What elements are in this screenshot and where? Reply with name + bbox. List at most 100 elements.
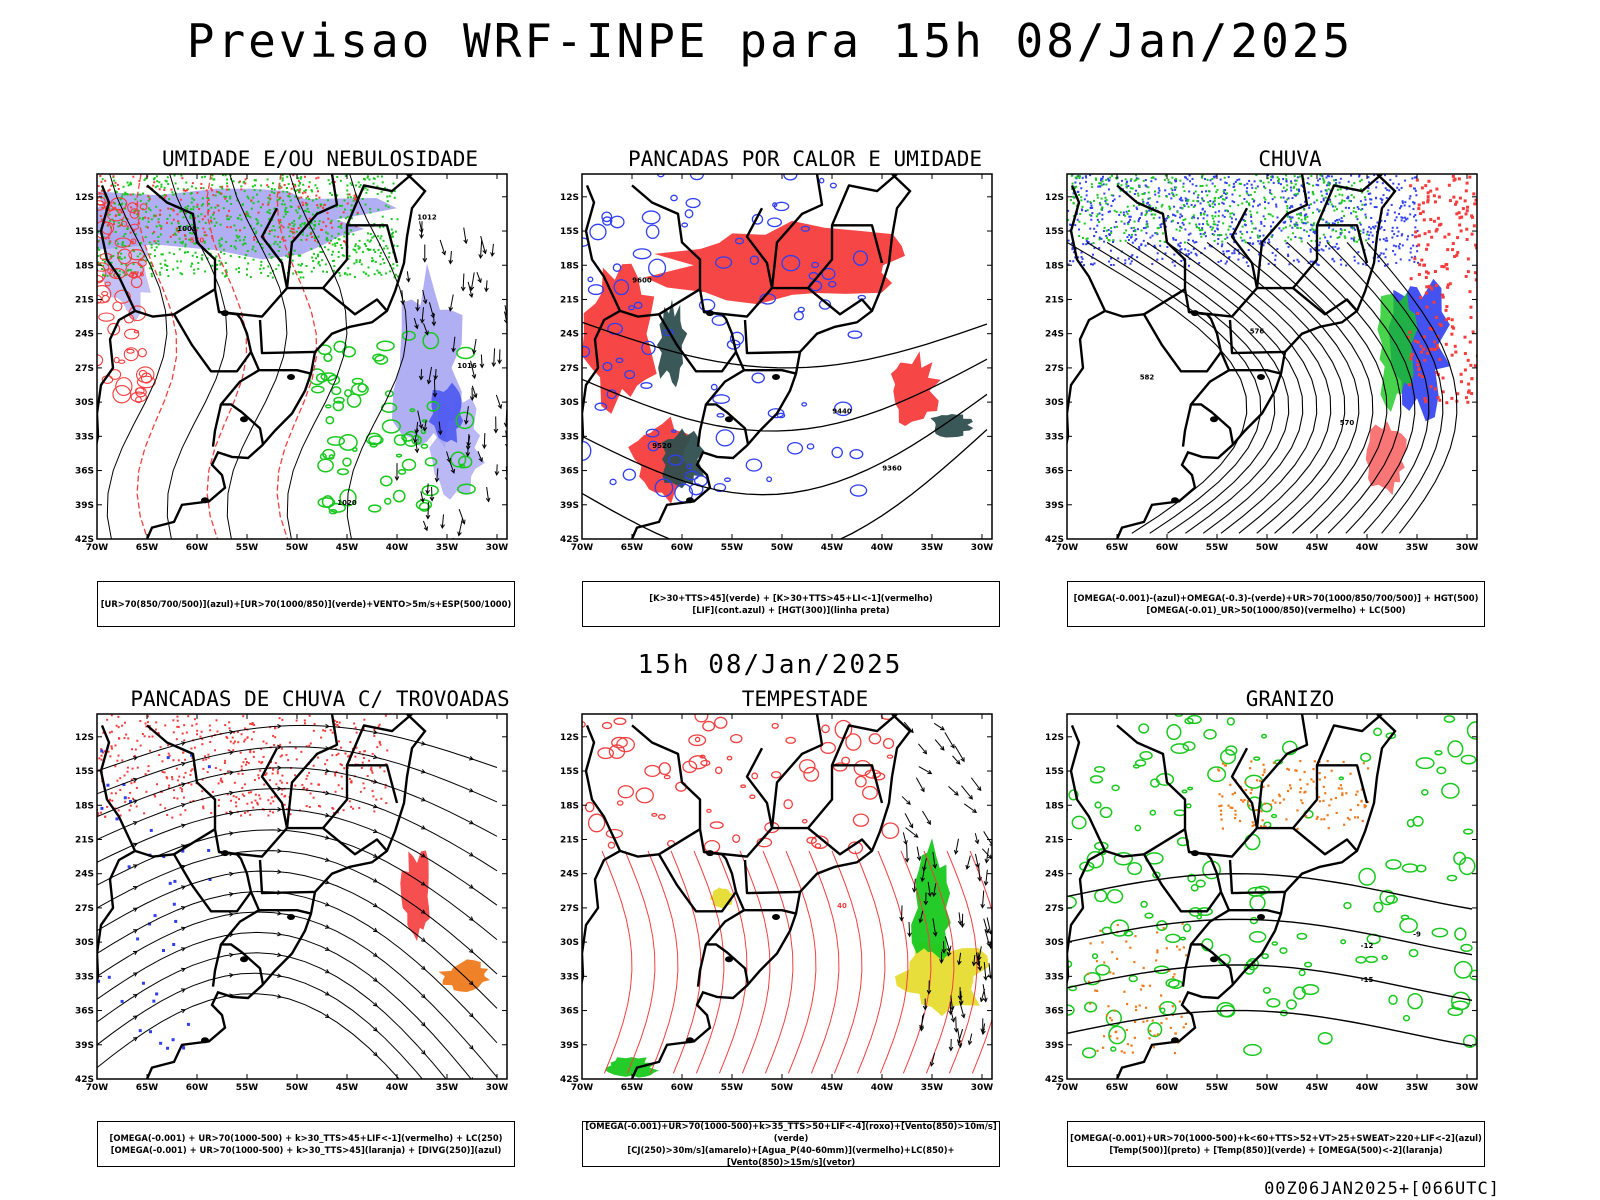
speckle (1143, 192, 1146, 195)
speckle (200, 204, 203, 207)
speckle (1473, 202, 1477, 206)
speckle (1279, 801, 1282, 804)
speckle (1099, 182, 1102, 185)
speckle (265, 742, 268, 745)
speckle (339, 216, 342, 219)
speckle (1203, 247, 1206, 250)
speckle (201, 254, 204, 257)
speckle (1273, 196, 1276, 199)
speckle (1322, 233, 1325, 236)
speckle (1184, 1022, 1188, 1026)
stream-arrow (277, 910, 283, 916)
speckle (1130, 260, 1133, 263)
speckle (1227, 228, 1230, 231)
humidity-red-contour (127, 202, 138, 213)
temp850-contour (1447, 740, 1464, 758)
speckle (103, 261, 106, 264)
temp850-contour (1462, 1034, 1477, 1049)
speckle (383, 262, 386, 265)
speckle (1096, 224, 1099, 227)
lon-label: 40W (1356, 543, 1379, 553)
border-line (99, 724, 137, 852)
speckle (1383, 229, 1386, 232)
speckle (378, 740, 381, 743)
speckle (1156, 1033, 1159, 1036)
speckle (200, 187, 203, 190)
speckle (1118, 195, 1121, 198)
speckle (242, 761, 245, 764)
speckle (268, 209, 271, 212)
speckle (207, 202, 210, 205)
speckle (1137, 194, 1140, 197)
speckle (1435, 371, 1439, 375)
speckle (1215, 190, 1218, 193)
speckle (385, 244, 388, 247)
stream-arrow (325, 768, 331, 774)
speckle (246, 736, 249, 739)
speckle (1313, 760, 1316, 763)
speckle (340, 746, 343, 749)
speckle (1149, 236, 1152, 239)
speckle (183, 227, 186, 230)
speckle (220, 244, 223, 247)
speckle (174, 182, 177, 185)
speckle (218, 259, 221, 262)
speckle (1340, 787, 1343, 790)
stream-arrow (324, 991, 330, 996)
speckle (1348, 199, 1351, 202)
speckle (298, 271, 301, 274)
humidity-red-contour (134, 387, 145, 395)
speckle (256, 222, 259, 225)
speckle (1348, 231, 1351, 234)
speckle (254, 793, 257, 796)
speckle (147, 769, 150, 772)
speckle (196, 191, 199, 194)
lat-label: 27S (1045, 364, 1064, 374)
wind-vector-head (960, 923, 965, 928)
speckle (1088, 980, 1091, 983)
isobar (106, 174, 168, 539)
speckle (231, 736, 234, 739)
temp850-contour (1149, 778, 1160, 788)
speckle (210, 177, 213, 180)
speckle (1389, 178, 1392, 181)
speckle (246, 810, 249, 813)
speckle (128, 809, 131, 812)
wind-vector-head (434, 477, 440, 483)
speckle (336, 724, 339, 727)
speckle (1426, 198, 1430, 202)
speckle (1351, 226, 1354, 229)
speckle (1376, 221, 1379, 224)
speckle (1258, 242, 1261, 245)
speckle (108, 188, 111, 191)
omega-green (1377, 292, 1418, 412)
speckle (304, 189, 307, 192)
speckle (1107, 1005, 1110, 1008)
speckle (1385, 237, 1388, 240)
speckle (1244, 220, 1247, 223)
lifted-index-contour (811, 261, 820, 269)
speckle (1341, 220, 1344, 223)
humidity-green-contour (328, 509, 338, 515)
humidity-green-contour (457, 483, 476, 495)
lat-label: 21S (560, 835, 579, 845)
speckle (1161, 257, 1164, 260)
speckle (361, 197, 364, 200)
speckle (393, 190, 396, 193)
speckle (1101, 218, 1104, 221)
speckle (1326, 759, 1329, 763)
speckle (226, 226, 229, 229)
speckle (196, 203, 199, 206)
speckle (1086, 209, 1089, 212)
speckle (233, 731, 236, 734)
water-contour (801, 818, 808, 824)
speckle (1174, 188, 1177, 191)
speckle (122, 235, 125, 238)
stream-arrow (421, 1107, 425, 1111)
speckle (1323, 818, 1326, 821)
lat-label: 30S (75, 398, 94, 408)
height-contour (1366, 242, 1458, 534)
wind-vector (959, 1001, 965, 1018)
speckle (339, 763, 342, 766)
speckle (337, 752, 340, 755)
